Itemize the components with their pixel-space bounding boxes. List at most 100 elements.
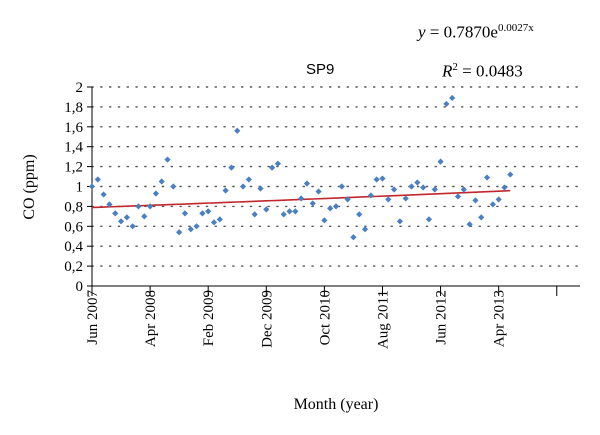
data-point: [379, 175, 386, 182]
data-point: [489, 201, 496, 208]
equation-rhs: = 0.7870e: [429, 22, 498, 42]
data-point: [88, 183, 96, 190]
x-tick-label: Oct 2010: [317, 290, 333, 345]
y-tick-label: 1,6: [64, 120, 83, 136]
data-point: [390, 186, 398, 193]
data-point: [309, 200, 316, 207]
y-tick-label: 1,8: [64, 100, 83, 116]
data-point: [176, 229, 183, 236]
r-squared-value: = 0.0483: [462, 61, 523, 81]
data-point: [94, 176, 101, 183]
data-point: [361, 226, 369, 233]
trend-equation: y = 0.7870e0.0027x: [418, 22, 534, 43]
data-point: [495, 196, 502, 203]
data-points: [88, 94, 514, 241]
data-point: [408, 183, 415, 190]
data-point: [327, 205, 334, 212]
data-point: [315, 188, 322, 195]
x-tick-label: Aug 2011: [375, 290, 391, 349]
data-point: [152, 190, 160, 197]
data-point: [216, 216, 223, 223]
data-point: [222, 187, 229, 194]
data-point: [501, 184, 508, 191]
y-tick-label: 0,8: [64, 199, 83, 215]
data-point: [210, 219, 218, 226]
data-point: [257, 185, 264, 192]
x-tick-label: Feb 2009: [201, 290, 217, 346]
data-point: [106, 201, 113, 208]
data-point: [402, 195, 409, 202]
data-point: [181, 210, 189, 217]
y-tick-label: 1,4: [64, 140, 83, 156]
y-tick-label: 0,4: [64, 239, 83, 255]
data-point: [263, 206, 270, 213]
data-point: [170, 183, 177, 190]
data-point: [460, 186, 467, 193]
x-tick-label: Dec 2009: [259, 290, 275, 348]
data-point: [100, 191, 107, 198]
data-point: [414, 179, 421, 186]
data-point: [129, 223, 136, 230]
y-tick-label: 1,2: [64, 160, 83, 176]
data-point: [239, 183, 247, 190]
data-point: [245, 176, 252, 183]
data-point: [303, 180, 311, 187]
x-tick-labels: Jun 2007 Apr 2008 Feb 2009 Dec 2009 Oct 2010…: [85, 290, 508, 350]
data-point: [507, 171, 514, 178]
y-tick-label: 0,6: [64, 219, 83, 235]
data-point: [373, 176, 380, 183]
data-point: [141, 213, 148, 220]
data-point: [466, 221, 473, 228]
data-point: [112, 210, 119, 217]
y-axis-label: CO (ppm): [21, 154, 38, 219]
x-axis-label: Month (year): [294, 396, 379, 413]
data-point: [146, 203, 154, 210]
grid: [91, 86, 581, 267]
y-tick-label: 0,2: [64, 259, 83, 275]
r-squared: R2 = 0.0483: [442, 61, 523, 82]
data-point: [478, 214, 485, 221]
data-point: [420, 184, 427, 191]
data-point: [483, 174, 491, 181]
data-point: [350, 234, 357, 241]
data-point: [234, 127, 241, 134]
data-point: [332, 203, 340, 210]
data-point: [274, 160, 282, 167]
data-point: [321, 217, 328, 224]
data-point: [228, 164, 235, 171]
data-point: [199, 210, 206, 217]
x-tick-label: Apr 2008: [143, 290, 159, 347]
data-point: [472, 197, 479, 204]
data-point: [251, 211, 258, 218]
data-point: [396, 218, 404, 225]
data-point: [338, 183, 345, 190]
data-point: [356, 211, 363, 218]
data-point: [454, 193, 462, 200]
data-point: [123, 214, 130, 221]
data-point: [385, 196, 392, 203]
data-point: [135, 203, 142, 210]
data-point: [187, 226, 194, 233]
equation-exponent: 0.0027x: [497, 22, 534, 34]
data-point: [164, 156, 171, 163]
y-tick-label: 1: [76, 180, 84, 196]
data-point: [117, 218, 125, 225]
data-point: [449, 94, 456, 102]
data-point: [298, 195, 305, 202]
data-point: [205, 208, 212, 215]
chart-title: SP9: [306, 61, 335, 78]
r-squared-label: R: [442, 61, 453, 81]
data-point: [437, 158, 444, 165]
data-point: [425, 216, 433, 223]
x-tick-label: Jun 2012: [434, 290, 450, 345]
data-point: [286, 208, 293, 215]
r-squared-sup: 2: [452, 61, 458, 73]
data-point: [431, 186, 438, 193]
data-point: [158, 178, 165, 185]
data-point: [443, 100, 450, 108]
data-point: [344, 196, 351, 203]
y-tick-label: 2: [76, 80, 84, 96]
y-tick-label: 0: [76, 279, 84, 295]
equation-lhs: y: [418, 22, 426, 42]
